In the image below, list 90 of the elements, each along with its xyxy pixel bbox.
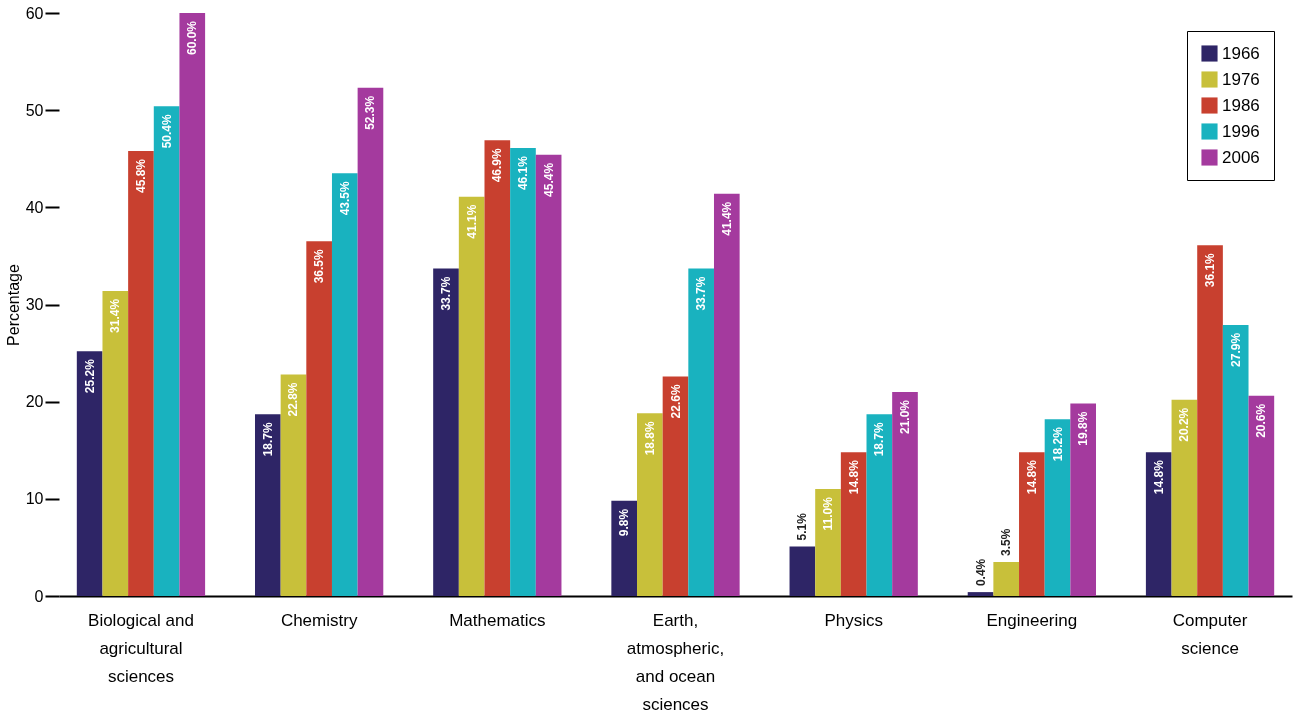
bar: [1171, 399, 1198, 596]
y-tick-label: 20: [25, 393, 44, 411]
y-tick-label: 10: [25, 490, 44, 508]
bar: [993, 561, 1020, 596]
bar: [1248, 395, 1275, 596]
data-label: 22.8%: [286, 382, 301, 417]
bar: [637, 413, 663, 596]
legend-label: 1986: [1222, 95, 1260, 115]
data-label: 33.7%: [439, 276, 454, 311]
bar: [102, 290, 129, 596]
data-label: 25.2%: [82, 358, 97, 394]
bar: [1145, 452, 1172, 596]
bar: [458, 196, 485, 596]
data-label: 18.2%: [1050, 426, 1065, 462]
bar: [967, 592, 994, 596]
bar: [1044, 419, 1071, 596]
legend-label: 2006: [1222, 147, 1260, 167]
y-tick-label: 0: [34, 587, 44, 605]
bar: [153, 106, 180, 596]
bar: [357, 87, 384, 596]
data-label: 45.8%: [133, 158, 148, 194]
x-tick-label: Physics: [824, 610, 883, 630]
data-label: 14.8%: [846, 459, 861, 495]
bar: [611, 500, 638, 596]
data-label: 20.2%: [1177, 407, 1192, 442]
data-label: 5.1%: [795, 512, 810, 541]
x-tick-label: Mathematics: [449, 610, 546, 630]
data-label: 41.1%: [464, 204, 479, 239]
data-label: 18.8%: [642, 421, 657, 456]
data-label: 43.5%: [337, 181, 352, 216]
bar: [662, 376, 689, 596]
bar: [306, 241, 332, 596]
data-label: 18.7%: [260, 421, 275, 457]
bar: [484, 140, 511, 596]
data-label: 36.5%: [312, 249, 327, 284]
y-tick-label: 40: [25, 198, 44, 216]
bar: [892, 391, 918, 596]
bar: [280, 374, 307, 596]
bar: [713, 193, 740, 596]
y-tick-label: 60: [25, 4, 44, 22]
data-label: 14.8%: [1151, 459, 1166, 495]
bar: [789, 546, 816, 596]
data-label: 41.4%: [719, 201, 734, 236]
data-label: 33.7%: [694, 276, 709, 311]
bar: [179, 13, 206, 596]
bar: [1019, 452, 1045, 596]
data-label: 18.7%: [872, 421, 887, 457]
bar: [510, 148, 536, 596]
y-tick-label: 30: [25, 296, 44, 313]
data-label: 46.1%: [515, 155, 530, 191]
data-label: 36.1%: [1203, 252, 1218, 288]
bar: [433, 268, 459, 596]
bar: [331, 173, 358, 596]
data-label: 60.0%: [185, 20, 200, 56]
data-label: 45.4%: [541, 162, 556, 197]
x-tick-label: Computer science: [1172, 610, 1248, 658]
data-label: 27.9%: [1228, 332, 1243, 367]
data-label: 9.8%: [617, 508, 632, 537]
bar: [255, 414, 281, 596]
y-axis-title: Percentage: [4, 263, 22, 346]
bar: [1222, 324, 1249, 596]
bar: [866, 414, 893, 596]
data-label: 31.4%: [108, 298, 123, 333]
bar: [1197, 245, 1223, 596]
bar: [840, 452, 867, 596]
data-label: 22.6%: [668, 384, 683, 419]
data-label: 3.5%: [999, 528, 1014, 556]
x-tick-label: Earth, atmospheric, and ocean sciences: [626, 610, 725, 714]
data-label: 52.3%: [363, 95, 378, 130]
data-label: 14.8%: [1024, 459, 1039, 495]
data-label: 19.8%: [1076, 411, 1091, 446]
y-tick-label: 50: [25, 101, 44, 119]
data-label: 21.0%: [897, 399, 912, 434]
data-label: 20.6%: [1254, 403, 1269, 438]
bar: [815, 489, 841, 596]
x-tick-label: Biological and agricultural sciences: [88, 610, 194, 686]
bar: [76, 351, 103, 596]
data-label: 0.4%: [973, 558, 988, 587]
legend-label: 1996: [1222, 121, 1260, 141]
bar: [1070, 403, 1096, 596]
legend-label: 1966: [1222, 43, 1260, 63]
legend-label: 1976: [1222, 69, 1260, 89]
x-tick-label: Chemistry: [280, 610, 358, 630]
data-label: 11.0%: [821, 496, 836, 531]
x-tick-label: Engineering: [986, 610, 1078, 630]
bar: [128, 150, 154, 596]
bar: [535, 154, 562, 596]
data-label: 46.9%: [490, 147, 505, 183]
bar: [688, 268, 714, 596]
data-label: 50.4%: [159, 113, 174, 149]
